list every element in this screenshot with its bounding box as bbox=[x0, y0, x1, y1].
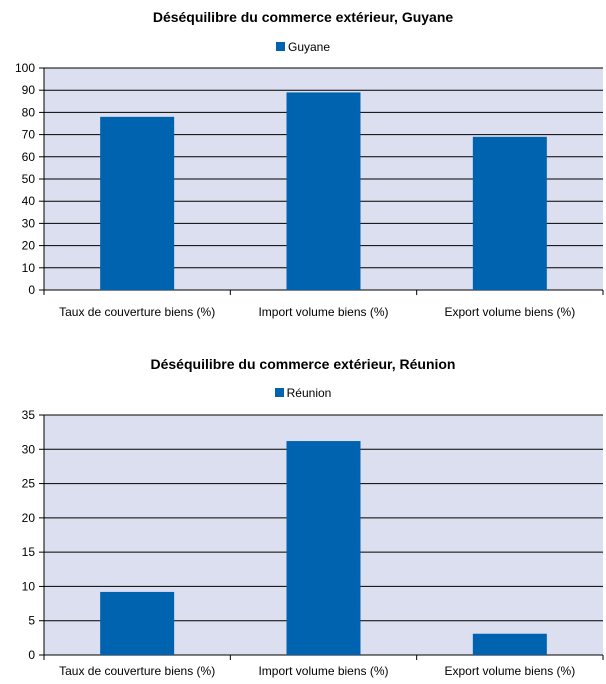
y-tick-label: 80 bbox=[22, 105, 36, 119]
y-tick-label: 15 bbox=[22, 545, 36, 559]
y-tick-label: 20 bbox=[22, 239, 36, 253]
legend-label: Guyane bbox=[287, 40, 331, 54]
x-tick-label: Import volume biens (%) bbox=[258, 664, 388, 678]
y-tick-label: 90 bbox=[22, 83, 36, 97]
legend-swatch bbox=[274, 388, 284, 397]
chart-plot: 0 5 10 15 20 25 30 35 Taux de couverture biens (… bbox=[22, 408, 604, 678]
x-tick-label: Export volume biens (%) bbox=[444, 664, 575, 678]
legend: Réunion bbox=[0, 386, 606, 400]
chart-reunion: Déséquilibre du commerce extérieur, Réun… bbox=[0, 330, 606, 684]
y-tick-label: 10 bbox=[22, 579, 36, 593]
y-tick-label: 100 bbox=[15, 61, 35, 75]
x-tick-label: Taux de couverture biens (%) bbox=[59, 664, 215, 678]
bar bbox=[286, 92, 361, 290]
x-tick-label: Import volume biens (%) bbox=[258, 305, 388, 319]
y-tick-label: 30 bbox=[22, 442, 36, 456]
chart-plot: 0 10 20 30 40 50 60 70 80 90 100 Taux de couverture… bbox=[15, 61, 604, 319]
y-tick-label: 35 bbox=[22, 408, 36, 422]
y-tick-label: 50 bbox=[22, 172, 36, 186]
bar bbox=[472, 633, 547, 655]
legend-swatch bbox=[275, 42, 285, 51]
x-tick-label: Taux de couverture biens (%) bbox=[59, 305, 215, 319]
y-tick-label: 0 bbox=[28, 283, 35, 297]
y-tick-label: 70 bbox=[22, 128, 36, 142]
x-tick-label: Export volume biens (%) bbox=[444, 305, 575, 319]
y-tick-label: 20 bbox=[22, 511, 36, 525]
y-tick-label: 0 bbox=[28, 648, 35, 662]
y-tick-label: 30 bbox=[22, 216, 36, 230]
chart-title: Déséquilibre du commerce extérieur, Guya… bbox=[152, 9, 454, 25]
y-tick-label: 10 bbox=[22, 261, 36, 275]
bar bbox=[472, 136, 547, 290]
chart-title: Déséquilibre du commerce extérieur, Réun… bbox=[150, 356, 456, 372]
y-tick-label: 60 bbox=[22, 150, 36, 164]
y-tick-label: 25 bbox=[22, 477, 36, 491]
bar bbox=[286, 441, 361, 655]
bar bbox=[100, 591, 175, 655]
legend-label: Réunion bbox=[286, 386, 332, 400]
y-tick-label: 5 bbox=[28, 614, 35, 628]
bar bbox=[100, 116, 175, 290]
legend: Guyane bbox=[0, 40, 606, 54]
y-tick-label: 40 bbox=[22, 194, 36, 208]
chart-guyane: Déséquilibre du commerce extérieur, Guya… bbox=[0, 0, 606, 330]
